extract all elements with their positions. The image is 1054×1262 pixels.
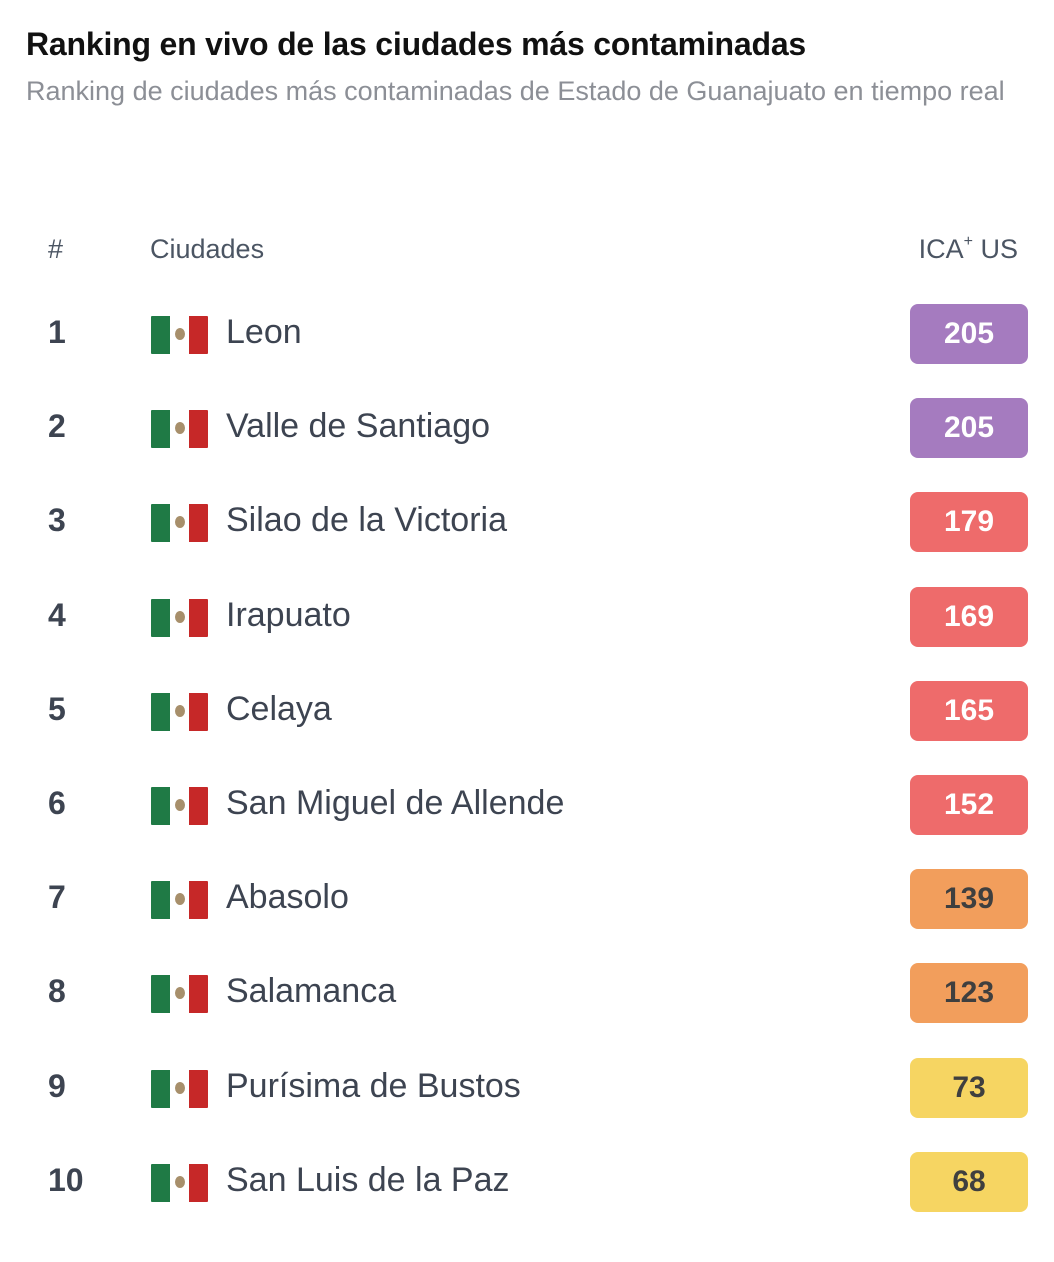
header-rank: # [48,234,63,265]
city-name-link[interactable]: Abasolo [226,876,349,918]
header-aqi-us[interactable]: ICA+ US [919,234,1018,265]
aqi-badge: 73 [910,1058,1028,1118]
aqi-badge: 123 [910,963,1028,1023]
header-aqi-label: ICA [919,234,964,264]
table-row[interactable]: 7 Abasolo 139 [26,851,1028,945]
header-cities: Ciudades [150,234,264,265]
rank-number: 2 [48,406,66,446]
mexico-flag-icon [151,881,208,919]
rank-number: 1 [48,312,66,352]
city-name-link[interactable]: San Miguel de Allende [226,782,564,824]
table-row[interactable]: 9 Purísima de Bustos 73 [26,1040,1028,1134]
mexico-flag-icon [151,975,208,1013]
mexico-flag-icon [151,1070,208,1108]
rank-number: 6 [48,783,66,823]
ranking-widget-header: Ranking en vivo de las ciudades más cont… [26,22,1028,115]
aqi-badge: 205 [910,398,1028,458]
rank-number: 10 [48,1160,84,1200]
aqi-badge: 169 [910,587,1028,647]
mexico-flag-icon [151,693,208,731]
mexico-flag-icon [151,787,208,825]
table-row[interactable]: 1 Leon 205 [26,286,1028,380]
city-name-link[interactable]: Leon [226,311,302,353]
table-row[interactable]: 6 San Miguel de Allende 152 [26,757,1028,851]
ranking-table: # Ciudades ICA+ US 1 Leon 205 2 Valle de… [26,222,1028,1228]
table-row[interactable]: 3 Silao de la Victoria 179 [26,474,1028,568]
table-row[interactable]: 2 Valle de Santiago 205 [26,380,1028,474]
aqi-badge: 165 [910,681,1028,741]
city-name-link[interactable]: Celaya [226,688,332,730]
aqi-badge: 68 [910,1152,1028,1212]
table-row[interactable]: 10 San Luis de la Paz 68 [26,1134,1028,1228]
table-row[interactable]: 5 Celaya 165 [26,663,1028,757]
rank-number: 7 [48,877,66,917]
table-row[interactable]: 8 Salamanca 123 [26,945,1028,1039]
city-name-link[interactable]: Purísima de Bustos [226,1065,521,1107]
mexico-flag-icon [151,504,208,542]
city-name-link[interactable]: Irapuato [226,594,351,636]
rank-number: 5 [48,689,66,729]
city-name-link[interactable]: Salamanca [226,970,396,1012]
mexico-flag-icon [151,316,208,354]
city-name-link[interactable]: San Luis de la Paz [226,1159,510,1201]
table-body: 1 Leon 205 2 Valle de Santiago 205 3 Sil… [26,286,1028,1228]
header-aqi-suffix: US [973,234,1018,264]
table-header: # Ciudades ICA+ US [26,222,1028,286]
mexico-flag-icon [151,1164,208,1202]
header-aqi-plus: + [964,233,973,250]
aqi-badge: 179 [910,492,1028,552]
rank-number: 8 [48,971,66,1011]
city-name-link[interactable]: Silao de la Victoria [226,499,507,541]
mexico-flag-icon [151,410,208,448]
rank-number: 3 [48,500,66,540]
table-row[interactable]: 4 Irapuato 169 [26,569,1028,663]
aqi-badge: 152 [910,775,1028,835]
rank-number: 9 [48,1066,66,1106]
widget-title: Ranking en vivo de las ciudades más cont… [26,22,1028,66]
aqi-badge: 205 [910,304,1028,364]
aqi-badge: 139 [910,869,1028,929]
rank-number: 4 [48,595,66,635]
mexico-flag-icon [151,599,208,637]
widget-subtitle: Ranking de ciudades más contaminadas de … [26,68,1028,115]
city-name-link[interactable]: Valle de Santiago [226,405,490,447]
